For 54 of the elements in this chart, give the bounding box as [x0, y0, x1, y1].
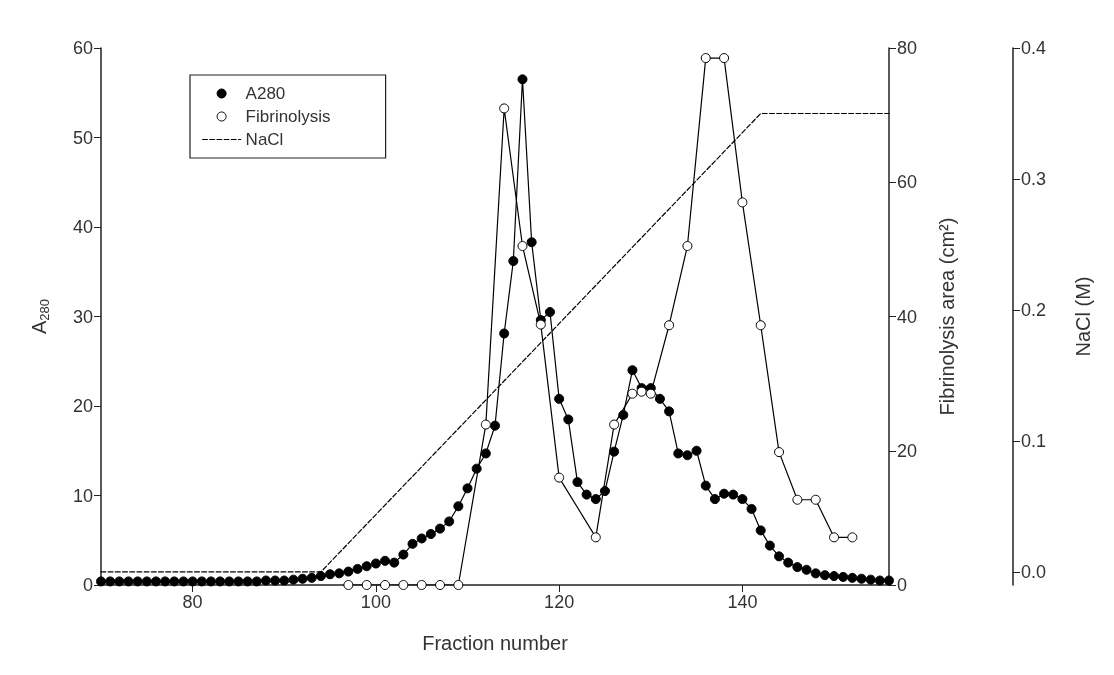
point	[453, 580, 464, 590]
y2-tick-label: 20	[897, 440, 918, 461]
legend-label: NaCl	[245, 130, 284, 149]
y-axis-title: A280	[27, 298, 52, 335]
point	[664, 320, 675, 331]
y-tick-label: 10	[72, 485, 93, 506]
y-tick-label: 30	[72, 306, 93, 327]
y3-tick-label: 0.2	[1021, 299, 1047, 320]
point	[416, 580, 427, 590]
point	[792, 494, 803, 505]
y3-tick-label: 0.3	[1021, 168, 1047, 189]
point	[682, 241, 693, 252]
point	[499, 103, 510, 114]
y2-axis-title: Fibrinolysis area (cm²)	[936, 217, 958, 416]
x-tick-label: 140	[727, 592, 758, 612]
x-tick-label: 80	[182, 592, 203, 612]
y2-tick-label: 80	[897, 38, 918, 58]
point	[535, 319, 546, 330]
point	[609, 419, 620, 430]
y-tick-label: 50	[72, 127, 93, 148]
point	[755, 320, 766, 331]
y-tick-label: 20	[72, 396, 93, 416]
point	[361, 580, 372, 590]
point	[398, 580, 409, 590]
y3-tick-label: 0.4	[1021, 38, 1047, 58]
point	[590, 532, 601, 543]
point	[554, 472, 565, 483]
y2-tick-label: 60	[897, 172, 918, 193]
point	[517, 241, 528, 252]
y3-tick-label: 0.1	[1021, 430, 1047, 451]
point	[737, 197, 748, 208]
point	[847, 532, 858, 543]
point	[719, 53, 730, 64]
y-tick-label: 0	[82, 575, 93, 595]
point	[480, 419, 491, 430]
y-tick-label: 60	[72, 38, 93, 58]
y2-tick-label: 0	[897, 575, 908, 595]
x-axis-title: Fraction number	[422, 632, 569, 654]
y2-tick-label: 40	[897, 306, 918, 327]
y3-tick-label: 0.0	[1021, 561, 1047, 582]
y-tick-label: 40	[72, 217, 93, 237]
point	[380, 580, 391, 590]
y3-axis-title: NaCl (M)	[1072, 276, 1094, 357]
point	[829, 532, 840, 543]
legend-label: Fibrinolysis	[245, 107, 331, 126]
point	[627, 388, 638, 399]
point	[343, 580, 354, 590]
point	[810, 494, 821, 505]
point	[435, 580, 446, 590]
point	[774, 447, 785, 458]
point	[700, 53, 711, 64]
legend-label: A280	[245, 84, 286, 103]
x-tick-label: 120	[544, 592, 575, 612]
x-tick-label: 100	[360, 592, 391, 612]
